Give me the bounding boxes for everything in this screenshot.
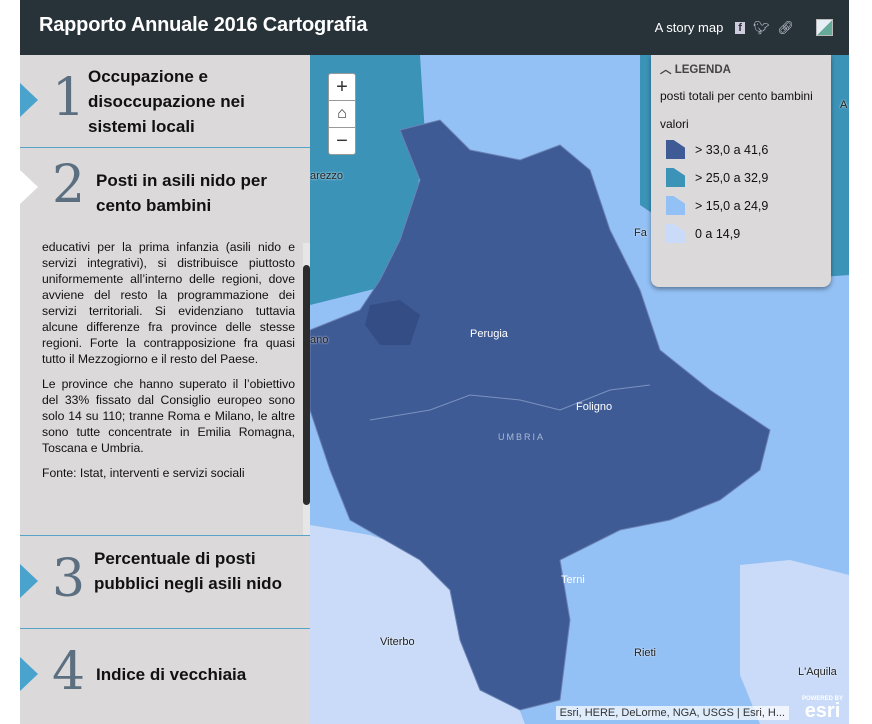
story-panel: 1 Occupazione e disoccupazione nei siste… — [20, 55, 310, 724]
map-label: Foligno — [576, 401, 613, 413]
map-label: UMBRIA — [498, 432, 546, 442]
map-label: ano — [310, 334, 329, 346]
legend-toggle[interactable]: ︿ LEGENDA — [660, 61, 822, 77]
twitter-icon[interactable]: 🐦︎ — [752, 19, 770, 35]
section-title: Percentuale di posti pubblici negli asil… — [94, 549, 282, 593]
section-number: 2 — [52, 155, 86, 215]
map-label: arezzo — [310, 170, 344, 182]
map-label: A — [840, 99, 848, 111]
content-scrollbar[interactable] — [303, 243, 310, 535]
legend-swatch — [666, 196, 685, 215]
legend-label: > 25,0 a 32,9 — [695, 170, 769, 185]
facebook-icon[interactable]: f — [735, 21, 745, 34]
section-4[interactable]: 4 Indice di vecchiaia — [20, 629, 310, 724]
legend-item: > 33,0 a 41,6 — [666, 140, 822, 159]
section-2[interactable]: 2 Posti in asili nido per cento bambini — [20, 148, 310, 535]
map-label: Viterbo — [380, 636, 415, 648]
section-number: 3 — [52, 549, 86, 609]
section-marker — [20, 564, 38, 598]
legend-title: LEGENDA — [674, 64, 731, 76]
broken-image-icon — [816, 19, 833, 36]
section-title: Posti in asili nido per cento bambini — [96, 171, 267, 215]
legend-field-name: valori — [660, 117, 689, 131]
legend-item: > 25,0 a 32,9 — [666, 168, 822, 187]
map-label: L'Aquila — [798, 666, 837, 678]
section-marker — [20, 83, 38, 117]
map-label: Rieti — [634, 647, 657, 659]
map-label: Perugia — [470, 328, 508, 340]
story-map-link[interactable]: A story map — [654, 20, 724, 35]
section-title: Indice di vecchiaia — [96, 665, 247, 684]
esri-logo-text: esri — [804, 700, 841, 722]
section-marker — [20, 657, 38, 691]
legend-label: > 33,0 a 41,6 — [695, 142, 769, 157]
zoom-in-button[interactable]: + — [328, 73, 356, 101]
app-header: Rapporto Annuale 2016 Cartografia A stor… — [20, 0, 849, 55]
map[interactable]: + ⌂ − arezzo ano Perugia Foligno UMBRIA … — [310, 55, 849, 724]
region-umbria — [310, 119, 771, 711]
content-paragraph: educativi per la prima infanzia (asili n… — [42, 240, 295, 366]
chevron-up-icon: ︿ — [660, 64, 675, 76]
content-paragraph: Le province che hanno superato il l’obie… — [42, 377, 295, 455]
section-number: 1 — [52, 68, 86, 128]
zoom-out-button[interactable]: − — [328, 127, 356, 155]
legend-item: > 15,0 a 24,9 — [666, 196, 822, 215]
region-lake — [365, 300, 420, 345]
legend-layer-name: posti totali per cento bambini — [660, 89, 813, 103]
section-marker-active — [20, 170, 38, 204]
scrollbar-thumb[interactable] — [303, 265, 310, 505]
legend-label: 0 a 14,9 — [695, 226, 741, 241]
section-3[interactable]: 3 Percentuale di posti pubblici negli as… — [20, 535, 310, 629]
section-content: educativi per la prima infanzia (asili n… — [20, 237, 303, 535]
page-title: Rapporto Annuale 2016 Cartografia — [39, 14, 368, 36]
home-icon: ⌂ — [337, 105, 347, 122]
content-source: Fonte: Istat, interventi e servizi socia… — [42, 466, 245, 480]
esri-logo: POWERED BY esri — [801, 696, 843, 722]
section-number: 4 — [52, 642, 86, 702]
home-button[interactable]: ⌂ — [328, 100, 356, 128]
legend-swatch — [666, 140, 685, 159]
province-boundary — [369, 384, 651, 421]
legend-swatch — [666, 224, 685, 243]
esri-powered-text: POWERED BY — [801, 696, 843, 702]
section-1[interactable]: 1 Occupazione e disoccupazione nei siste… — [20, 55, 310, 148]
region-pale-southeast — [740, 560, 849, 724]
legend-swatch — [666, 168, 685, 187]
section-title: Occupazione e disoccupazione nei sistemi… — [88, 67, 245, 136]
region-pale-southwest — [310, 525, 525, 724]
map-label: Terni — [561, 574, 585, 586]
link-icon[interactable]: 🔗︎ — [777, 19, 794, 35]
legend-item: 0 a 14,9 — [666, 224, 822, 243]
legend-label: > 15,0 a 24,9 — [695, 198, 769, 213]
map-attribution: Esri, HERE, DeLorme, NGA, USGS | Esri, H… — [555, 706, 789, 720]
legend-panel: ︿ LEGENDA posti totali per cento bambini… — [651, 55, 831, 287]
map-label: Fa — [634, 227, 647, 239]
